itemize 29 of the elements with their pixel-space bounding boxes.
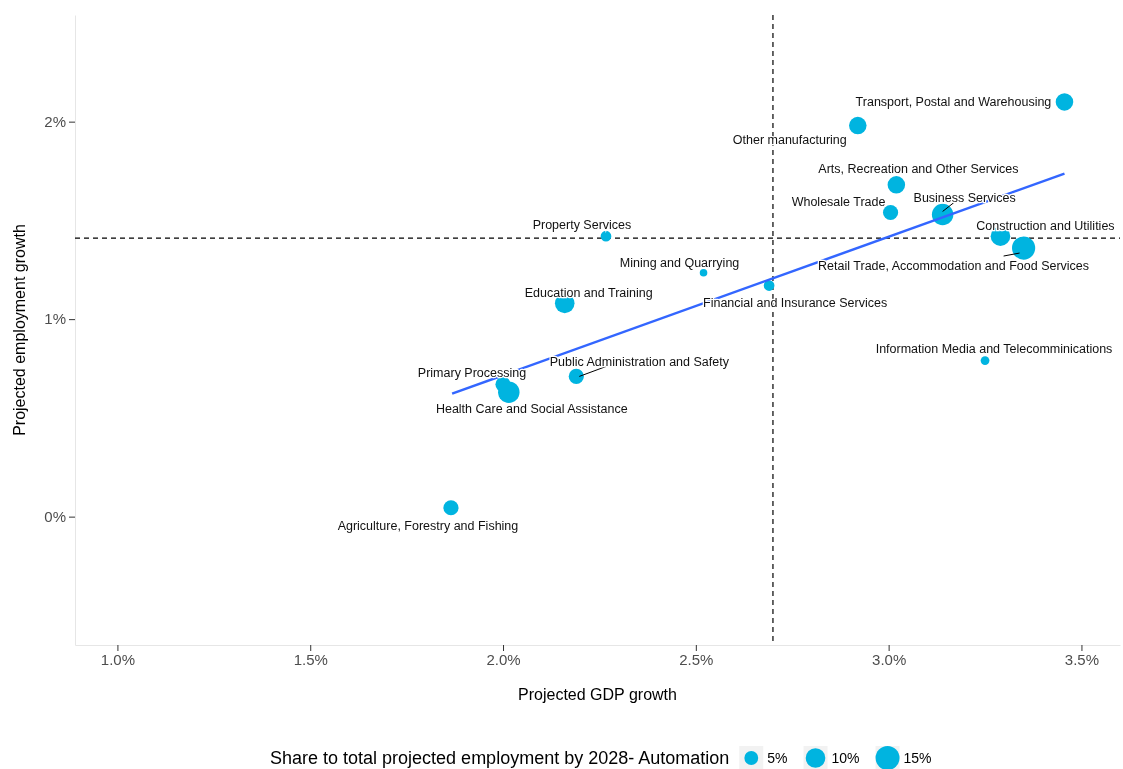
x-tick-label: 1.5%	[293, 650, 328, 668]
annotation: Arts, Recreation and Other Services	[818, 162, 1019, 177]
annotation: Agriculture, Forestry and Fishing	[337, 519, 519, 534]
legend-label: 5%	[767, 749, 788, 766]
x-tick-label: 3.0%	[872, 650, 907, 668]
legend-label: 15%	[903, 749, 932, 766]
x-tick-label: 3.5%	[1064, 650, 1100, 668]
annotation: Education and Training	[524, 285, 653, 300]
x-tick-label: 2.5%	[679, 650, 714, 668]
annotation: Information Media and Telecomminications	[875, 341, 1113, 356]
x-axis-title: Projected GDP growth	[518, 686, 677, 703]
x-tick-label: 1.0%	[100, 650, 136, 668]
annotation: Wholesale Trade	[791, 194, 886, 209]
annotation: Health Care and Social Assistance	[435, 401, 628, 416]
annotation: Other manufacturing	[732, 132, 847, 147]
annotation: Public Administration and Safety	[549, 354, 730, 369]
annotation: Transport, Postal and Warehousing	[855, 95, 1052, 110]
y-tick-label: 2%	[44, 112, 66, 130]
annotation: Mining and Quarrying	[619, 256, 740, 271]
y-tick-label: 0%	[44, 507, 66, 525]
annotation: Property Services	[532, 217, 632, 232]
annotation: Construction and Utilities	[976, 218, 1115, 233]
x-tick-label: 2.0%	[486, 650, 521, 668]
legend-title: Share to total projected employment by 2028- Automation	[270, 748, 730, 769]
annotation: Retail Trade, Accommodation and Food Services	[818, 259, 1090, 274]
y-axis-title: Projected employment growth	[11, 224, 28, 436]
legend-label: 10%	[831, 749, 860, 766]
y-tick-label: 1%	[44, 310, 66, 328]
annotation: Financial and Insurance Services	[703, 295, 888, 310]
